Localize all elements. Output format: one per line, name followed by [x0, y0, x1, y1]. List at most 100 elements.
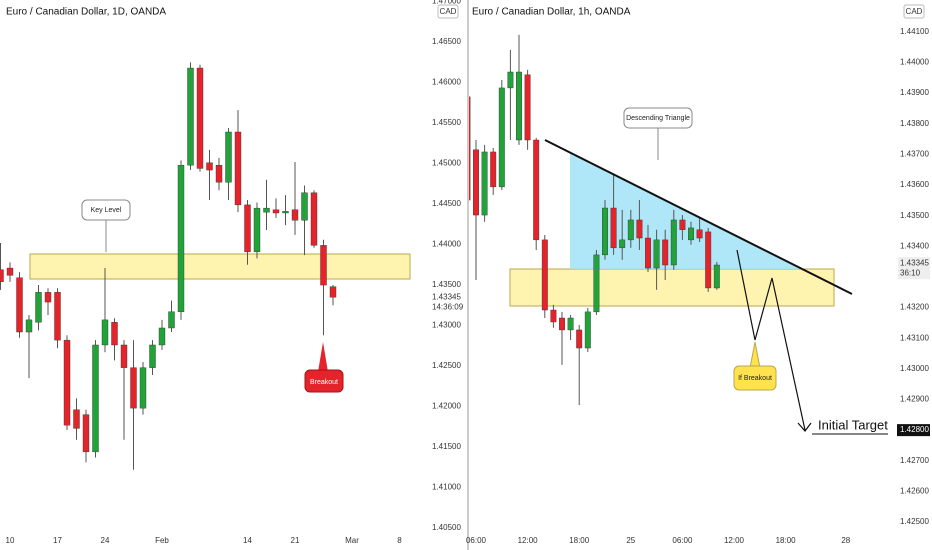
candle-body	[705, 231, 712, 289]
x-tick-label: 21	[291, 536, 300, 545]
x-tick-label: 06:00	[672, 536, 693, 545]
candle-body	[469, 96, 471, 201]
target-tag	[897, 424, 930, 437]
candle-body	[101, 319, 109, 346]
candle-body	[63, 339, 71, 426]
candle-body	[130, 367, 137, 409]
candle-body	[688, 227, 694, 241]
x-tick-label: 18:00	[776, 536, 797, 545]
candle-body	[567, 317, 574, 331]
countdown: 14:36:09	[432, 303, 464, 312]
y-tick-label: 1.44500	[432, 199, 461, 208]
x-tick-label: 24	[101, 536, 110, 545]
y-tick-label: 1.43500	[432, 280, 461, 289]
annotation: Initial Target	[818, 417, 888, 432]
candle-body	[559, 317, 565, 331]
currency-box	[903, 4, 925, 19]
currency: CAD	[906, 7, 923, 16]
y-tick-label: 1.40500	[432, 523, 461, 532]
candle-body	[139, 367, 147, 409]
x-tick-label: 12:00	[518, 536, 539, 545]
candle-body	[653, 239, 660, 269]
annotation: Descending Triangle	[626, 115, 690, 122]
y-tick-label: 1.42900	[900, 395, 929, 404]
candle-body	[234, 131, 242, 206]
candle-body	[6, 267, 14, 276]
candle-body	[291, 209, 299, 221]
candle-body	[206, 162, 213, 171]
x-tick-label: 25	[626, 536, 635, 545]
candle-body	[244, 204, 251, 253]
candle-body	[82, 414, 90, 453]
candle-body	[54, 292, 61, 341]
candle-body	[44, 292, 52, 303]
x-tick-label: 8	[397, 536, 402, 545]
candle-body	[310, 192, 318, 246]
price-label: 1.43345	[432, 293, 461, 302]
x-tick-label: Mar	[345, 536, 359, 545]
y-tick-label: 1.41000	[432, 483, 461, 492]
y-tick-label: 1.43900	[900, 88, 929, 97]
x-tick-label: 17	[53, 536, 62, 545]
candle-body	[524, 74, 531, 141]
candle-body	[481, 151, 488, 216]
y-tick-label: 1.43800	[900, 119, 929, 128]
x-tick-label: 18:00	[569, 536, 590, 545]
y-tick-label: 1.43500	[900, 211, 929, 220]
price-tag	[898, 257, 930, 280]
candle-body	[584, 311, 591, 349]
candle-body	[301, 192, 308, 221]
candle-body	[550, 309, 557, 323]
candle-body	[516, 71, 522, 141]
y-tick-label: 1.43600	[900, 180, 929, 189]
arrow-head	[797, 422, 812, 432]
y-tick-label: 1.43400	[900, 241, 929, 250]
candles-right	[469, 34, 720, 406]
candle-body	[92, 344, 99, 453]
candle-body	[670, 219, 677, 266]
x-tick-label: 06:00	[466, 536, 487, 545]
chart-title: Euro / Canadian Dollar, 1h, OANDA	[472, 7, 631, 18]
annotation: Breakout	[310, 379, 338, 386]
candle-body	[645, 237, 651, 269]
target-label: 1.42800	[900, 425, 929, 434]
y-tick-label: 1.41500	[432, 442, 461, 451]
candle-body	[187, 67, 194, 166]
y-tick-label: 1.43100	[900, 333, 929, 342]
y-tick-label: 1.46500	[432, 37, 461, 46]
candle-body	[696, 229, 703, 239]
candle-body	[593, 254, 600, 313]
x-tick-label: 28	[841, 536, 850, 545]
candle-body	[320, 245, 327, 286]
chart-title: Euro / Canadian Dollar, 1D, OANDA	[6, 7, 166, 18]
candle-body	[225, 131, 232, 183]
y-tick-label: 1.42500	[900, 517, 929, 526]
candle-body	[679, 219, 686, 230]
candle-body	[619, 239, 626, 249]
y-tick-label: 1.44000	[900, 58, 929, 67]
projection-path	[736, 249, 806, 431]
candle-body	[662, 239, 669, 266]
candle-body	[282, 211, 289, 214]
candle-body	[272, 209, 280, 214]
candle-body	[196, 67, 204, 169]
x-tick-label: 10	[6, 536, 15, 545]
candle-body	[253, 207, 261, 253]
candle-body	[168, 311, 175, 329]
trend-line	[544, 139, 853, 295]
y-tick-label: 1.43200	[900, 303, 929, 312]
y-tick-label: 1.42000	[432, 402, 461, 411]
y-tick-label: 1.46000	[432, 78, 461, 87]
candle-body	[507, 71, 514, 89]
candle-body	[215, 165, 223, 183]
y-tick-label: 1.43000	[900, 364, 929, 373]
currency: CAD	[440, 7, 457, 16]
candle-body	[25, 319, 33, 333]
candle-body	[602, 207, 608, 256]
candle-body	[158, 327, 166, 346]
x-tick-label: Feb	[155, 536, 169, 545]
candle-body	[713, 264, 720, 289]
y-tick-label: 1.45500	[432, 118, 461, 127]
candle-body	[610, 207, 617, 249]
